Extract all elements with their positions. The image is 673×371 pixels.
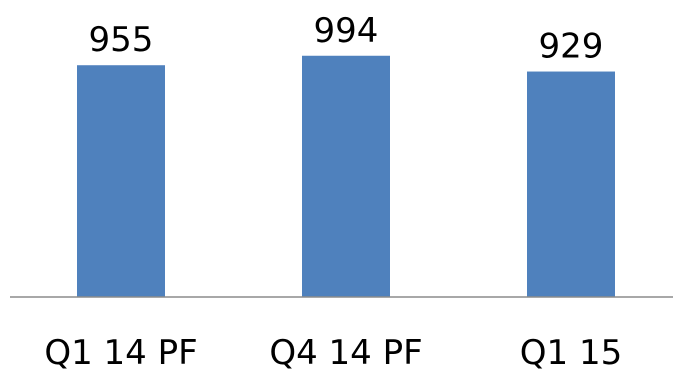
bar-value-label: 929 bbox=[539, 27, 604, 67]
bars-group bbox=[77, 56, 615, 297]
x-tick-label: Q1 15 bbox=[520, 333, 622, 371]
bar-value-label: 994 bbox=[314, 11, 379, 51]
bar bbox=[527, 72, 615, 297]
x-tick-labels-group: Q1 14 PF Q4 14 PF Q1 15 bbox=[44, 333, 622, 371]
bar bbox=[302, 56, 390, 297]
bar-value-label: 955 bbox=[89, 20, 154, 60]
x-tick-label: Q4 14 PF bbox=[269, 333, 422, 371]
bar bbox=[77, 65, 165, 297]
x-tick-label: Q1 14 PF bbox=[44, 333, 197, 371]
